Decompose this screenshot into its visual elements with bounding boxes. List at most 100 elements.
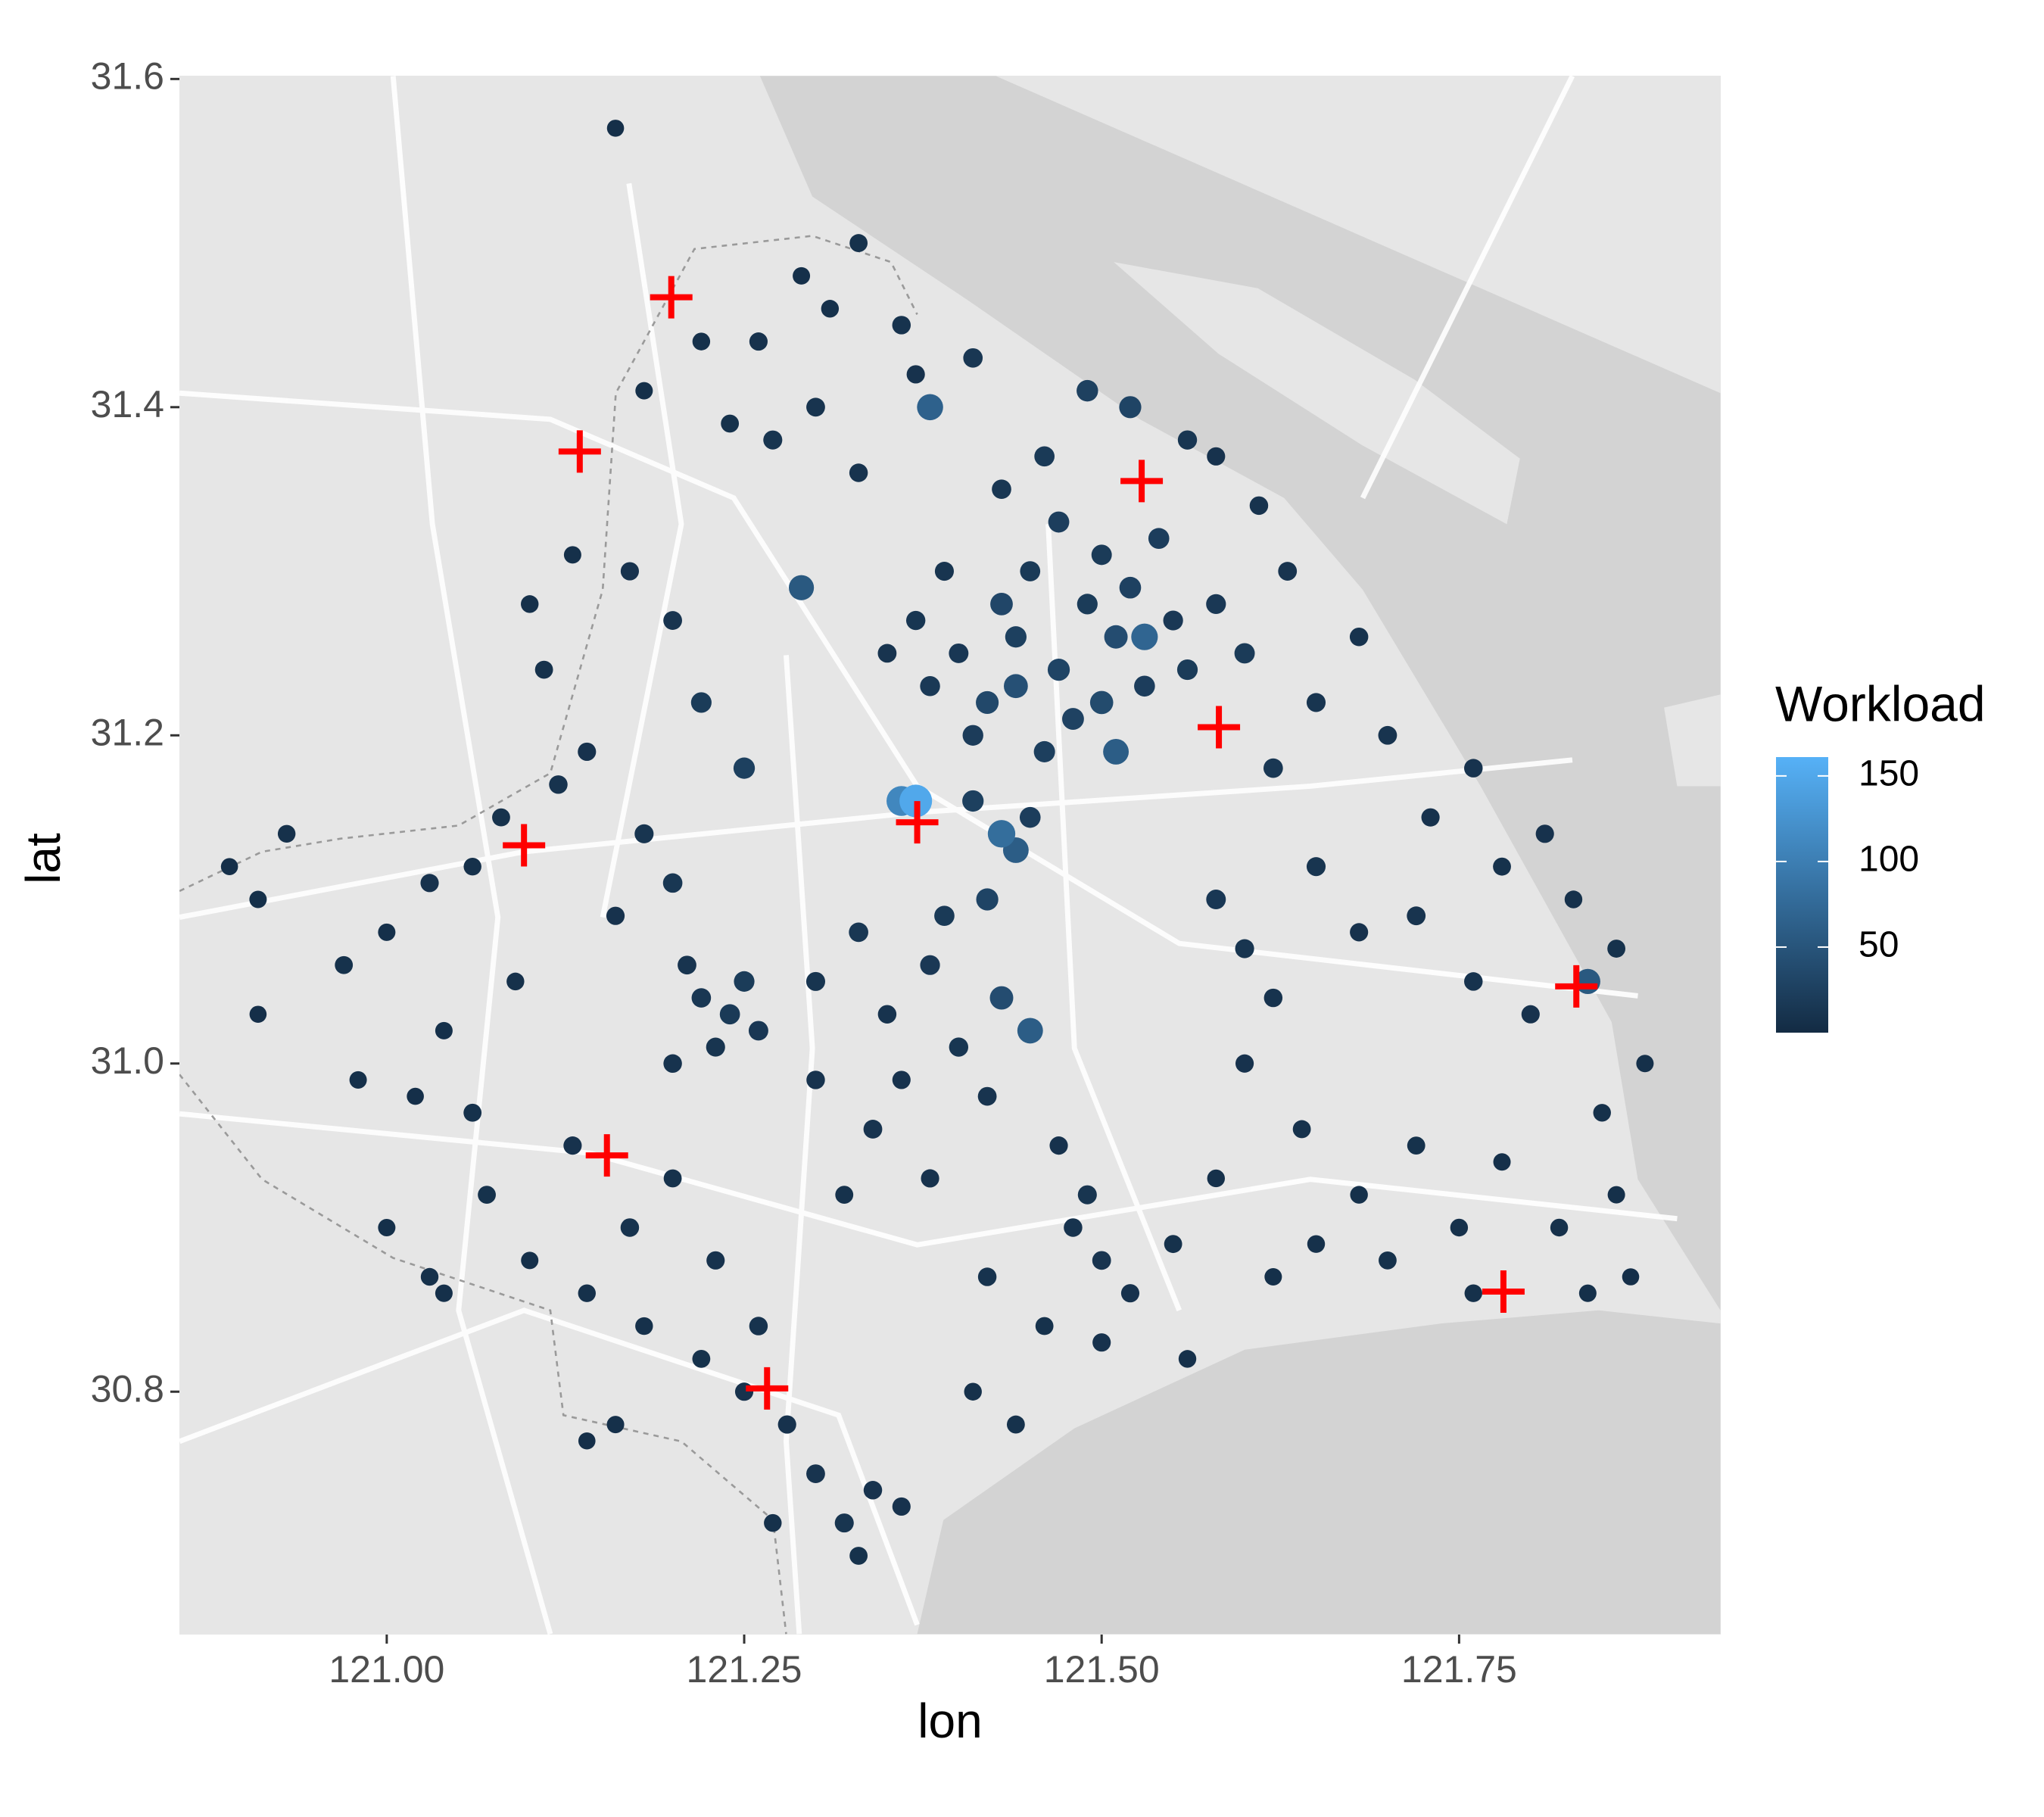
- data-point: [606, 1416, 625, 1434]
- data-point: [435, 1021, 453, 1039]
- data-point: [1607, 940, 1626, 958]
- data-point: [378, 923, 396, 941]
- data-point: [806, 1071, 825, 1089]
- data-point: [420, 874, 439, 893]
- y-tick-label: 31.4: [91, 383, 164, 425]
- colorbar: [1776, 757, 1828, 1033]
- data-point: [1379, 1251, 1397, 1270]
- data-point: [407, 1087, 424, 1105]
- data-point: [849, 463, 868, 482]
- data-point: [977, 1086, 997, 1106]
- data-point: [534, 660, 553, 679]
- data-point: [663, 1054, 682, 1073]
- data-point: [1164, 1235, 1182, 1254]
- data-point: [1607, 1186, 1625, 1204]
- data-point: [635, 382, 653, 400]
- data-point: [989, 986, 1014, 1010]
- data-point: [877, 644, 897, 663]
- data-point: [1077, 594, 1098, 615]
- data-point: [662, 873, 683, 893]
- data-point: [763, 430, 783, 450]
- data-point: [578, 742, 597, 762]
- data-point: [635, 1317, 653, 1335]
- data-point: [1264, 1268, 1282, 1286]
- data-point: [606, 120, 625, 137]
- data-point: [863, 1481, 883, 1500]
- data-point: [749, 332, 768, 351]
- data-point: [463, 1103, 482, 1122]
- data-point: [920, 955, 940, 975]
- x-tick-label: 121.00: [329, 1648, 444, 1691]
- center-marker: [1120, 460, 1164, 503]
- center-marker: [896, 801, 939, 844]
- data-point: [719, 1004, 740, 1025]
- y-tick-label: 31.0: [91, 1039, 164, 1082]
- x-tick-label: 121.75: [1401, 1648, 1517, 1691]
- data-point: [1307, 1235, 1326, 1253]
- data-point: [1177, 430, 1198, 450]
- data-point: [834, 1513, 854, 1533]
- center-marker: [1555, 965, 1598, 1008]
- data-point: [692, 1349, 711, 1368]
- plot-area: [220, 120, 1654, 1565]
- data-point: [920, 676, 940, 697]
- data-point: [1349, 628, 1369, 647]
- data-point: [1206, 594, 1226, 614]
- data-point: [578, 1284, 596, 1302]
- data-point: [1207, 1169, 1226, 1188]
- data-point: [1019, 806, 1041, 828]
- data-point: [663, 1169, 682, 1188]
- data-point: [1350, 1186, 1368, 1204]
- colorbar-label: 150: [1859, 754, 1919, 794]
- data-point: [963, 348, 983, 368]
- data-point: [1178, 1350, 1197, 1368]
- data-point: [1092, 1251, 1111, 1270]
- data-point: [917, 394, 943, 421]
- x-axis-title: lon: [918, 1694, 982, 1748]
- data-point: [634, 824, 654, 843]
- colorbar-label: 50: [1859, 925, 1899, 965]
- data-point: [1089, 690, 1114, 715]
- data-point: [906, 365, 925, 384]
- data-point: [1636, 1055, 1654, 1073]
- data-point: [749, 1317, 768, 1335]
- data-point: [892, 1497, 911, 1516]
- data-point: [378, 1218, 396, 1237]
- data-point: [563, 546, 581, 564]
- data-point: [1207, 447, 1226, 466]
- data-point: [1020, 561, 1041, 581]
- data-point: [1134, 675, 1155, 697]
- data-point: [1005, 626, 1027, 648]
- data-point: [1493, 857, 1511, 876]
- data-point: [962, 725, 983, 746]
- data-point: [549, 775, 568, 794]
- data-point: [1077, 1185, 1097, 1205]
- data-point: [921, 1169, 939, 1188]
- y-tick-label: 31.2: [91, 711, 164, 753]
- data-point: [521, 595, 539, 613]
- data-point: [1464, 972, 1483, 991]
- data-point: [277, 824, 296, 843]
- island: [1114, 262, 1520, 525]
- data-point: [690, 692, 712, 713]
- data-point: [949, 643, 969, 663]
- data-point: [1006, 1415, 1025, 1434]
- center-marker: [585, 1134, 628, 1177]
- data-point: [521, 1251, 539, 1270]
- data-point: [249, 890, 267, 908]
- data-point: [563, 1136, 582, 1155]
- data-point: [420, 1267, 439, 1286]
- island: [1664, 694, 1721, 787]
- data-point: [849, 1547, 868, 1565]
- bay: [917, 1310, 1721, 1635]
- data-point: [949, 1037, 969, 1057]
- data-point: [849, 234, 868, 252]
- data-point: [1077, 379, 1098, 402]
- y-tick-label: 30.8: [91, 1367, 164, 1410]
- data-point: [962, 790, 984, 812]
- data-point: [821, 300, 840, 318]
- data-point: [1292, 1120, 1311, 1139]
- data-point: [1035, 1317, 1054, 1335]
